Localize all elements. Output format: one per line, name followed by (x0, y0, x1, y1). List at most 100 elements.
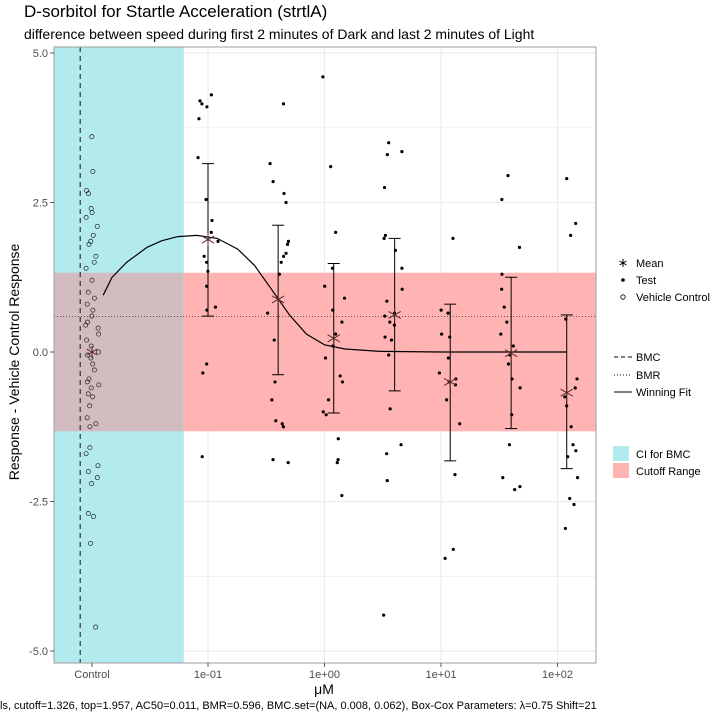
test-point (205, 260, 209, 264)
legend-item-cutoff-range: Cutoff Range (613, 463, 701, 478)
test-point (323, 284, 327, 288)
test-point (282, 191, 286, 196)
test-dot-icon (621, 278, 625, 282)
mean-marker (327, 331, 341, 346)
test-point (321, 410, 325, 414)
vehicle-control-point (83, 451, 89, 457)
y-tick-label: 0.0 (33, 347, 48, 359)
test-point (204, 197, 208, 202)
test-point (513, 487, 517, 492)
test-point (565, 176, 569, 181)
test-point (385, 153, 389, 157)
test-point (388, 320, 392, 324)
test-point (281, 102, 286, 106)
y-tick-label: 5.0 (33, 48, 48, 60)
x-axis-label: μM (314, 681, 334, 697)
test-point (270, 398, 274, 402)
test-point (326, 398, 331, 402)
test-point (453, 473, 457, 477)
test-point (205, 284, 209, 288)
test-point (209, 93, 213, 97)
asterisk-stroke (201, 235, 215, 244)
mean-marker (388, 307, 401, 322)
test-point (284, 251, 288, 255)
test-point (382, 185, 387, 190)
test-point (443, 556, 447, 560)
test-point (271, 458, 275, 462)
test-point (383, 233, 388, 237)
winning-fit-curve (102, 234, 567, 353)
vehicle-control-point (91, 367, 97, 373)
vehicle-control-point (87, 403, 93, 409)
vehicle-control-point (89, 210, 95, 216)
asterisk-stroke (388, 310, 401, 319)
test-point (575, 476, 580, 480)
vehicle-control-point (84, 379, 90, 385)
test-point (574, 221, 578, 226)
test-point (340, 320, 344, 324)
vehicle-control-point (93, 624, 99, 630)
y-tick-label: -2.5 (29, 497, 48, 509)
y-axis-label: Response - Vehicle Control Response (6, 243, 22, 480)
test-point (573, 386, 577, 390)
y-tick-label: -5.0 (29, 646, 48, 658)
test-point (387, 141, 391, 145)
vehicle-control-point (95, 349, 101, 355)
test-point (340, 380, 345, 384)
x-tick-label: 1e+00 (309, 669, 340, 681)
test-point (437, 371, 442, 375)
vehicle-control-point (86, 376, 92, 382)
test-point (387, 353, 391, 357)
vehicle-control-point (85, 352, 91, 358)
legend-item-winning-fit: Winning Fit (614, 387, 691, 399)
vehicle-control-point (87, 445, 93, 451)
chart-subtitle: difference between speed during first 2 … (24, 26, 535, 42)
vehicle-control-point (89, 134, 95, 140)
chart-title: D-sorbitol for Startle Acceleration (str… (24, 2, 328, 21)
asterisk-stroke (619, 260, 627, 266)
vehicle-control-point (84, 301, 90, 307)
test-point (572, 502, 576, 507)
asterisk-stroke (327, 334, 341, 343)
vehicle-control-point (90, 168, 96, 174)
test-point (506, 362, 511, 366)
vehicle-control-point (90, 361, 96, 367)
test-point (334, 230, 338, 234)
test-point (284, 200, 288, 205)
test-point (400, 150, 404, 154)
x-tick-label: 1e+01 (426, 669, 457, 681)
plot-data (83, 75, 580, 630)
test-point (517, 245, 522, 249)
vehicle-control-point (93, 253, 99, 259)
test-point (385, 452, 389, 456)
vehicle-control-point (85, 469, 91, 475)
test-point (281, 425, 285, 429)
test-point (518, 484, 522, 489)
test-point (336, 437, 340, 441)
vehicle-control-point (86, 241, 92, 247)
test-point (196, 156, 200, 160)
vehicle-control-point (91, 295, 97, 301)
asterisk-stroke (86, 348, 98, 356)
test-point (505, 320, 509, 324)
legend-label-test: Test (636, 275, 656, 287)
legend-label-cutoff-range: Cutoff Range (636, 466, 701, 478)
vehicle-control-point (95, 463, 101, 469)
vehicle-control-point (91, 259, 97, 265)
test-point (502, 305, 506, 309)
test-point (281, 254, 286, 258)
vehicle-control-point (85, 391, 91, 397)
test-point (507, 443, 512, 447)
test-point (279, 260, 283, 264)
vehicle-control-point (89, 481, 95, 487)
open-circle-icon (620, 294, 626, 300)
asterisk-stroke (443, 377, 457, 386)
test-point (336, 458, 340, 462)
test-point (569, 233, 573, 237)
test-point (568, 496, 572, 501)
legend-item-test: Test (621, 275, 656, 287)
test-point (575, 377, 579, 381)
test-point (439, 308, 443, 312)
legend-label-bmr: BMR (636, 370, 661, 382)
test-point (500, 197, 504, 202)
